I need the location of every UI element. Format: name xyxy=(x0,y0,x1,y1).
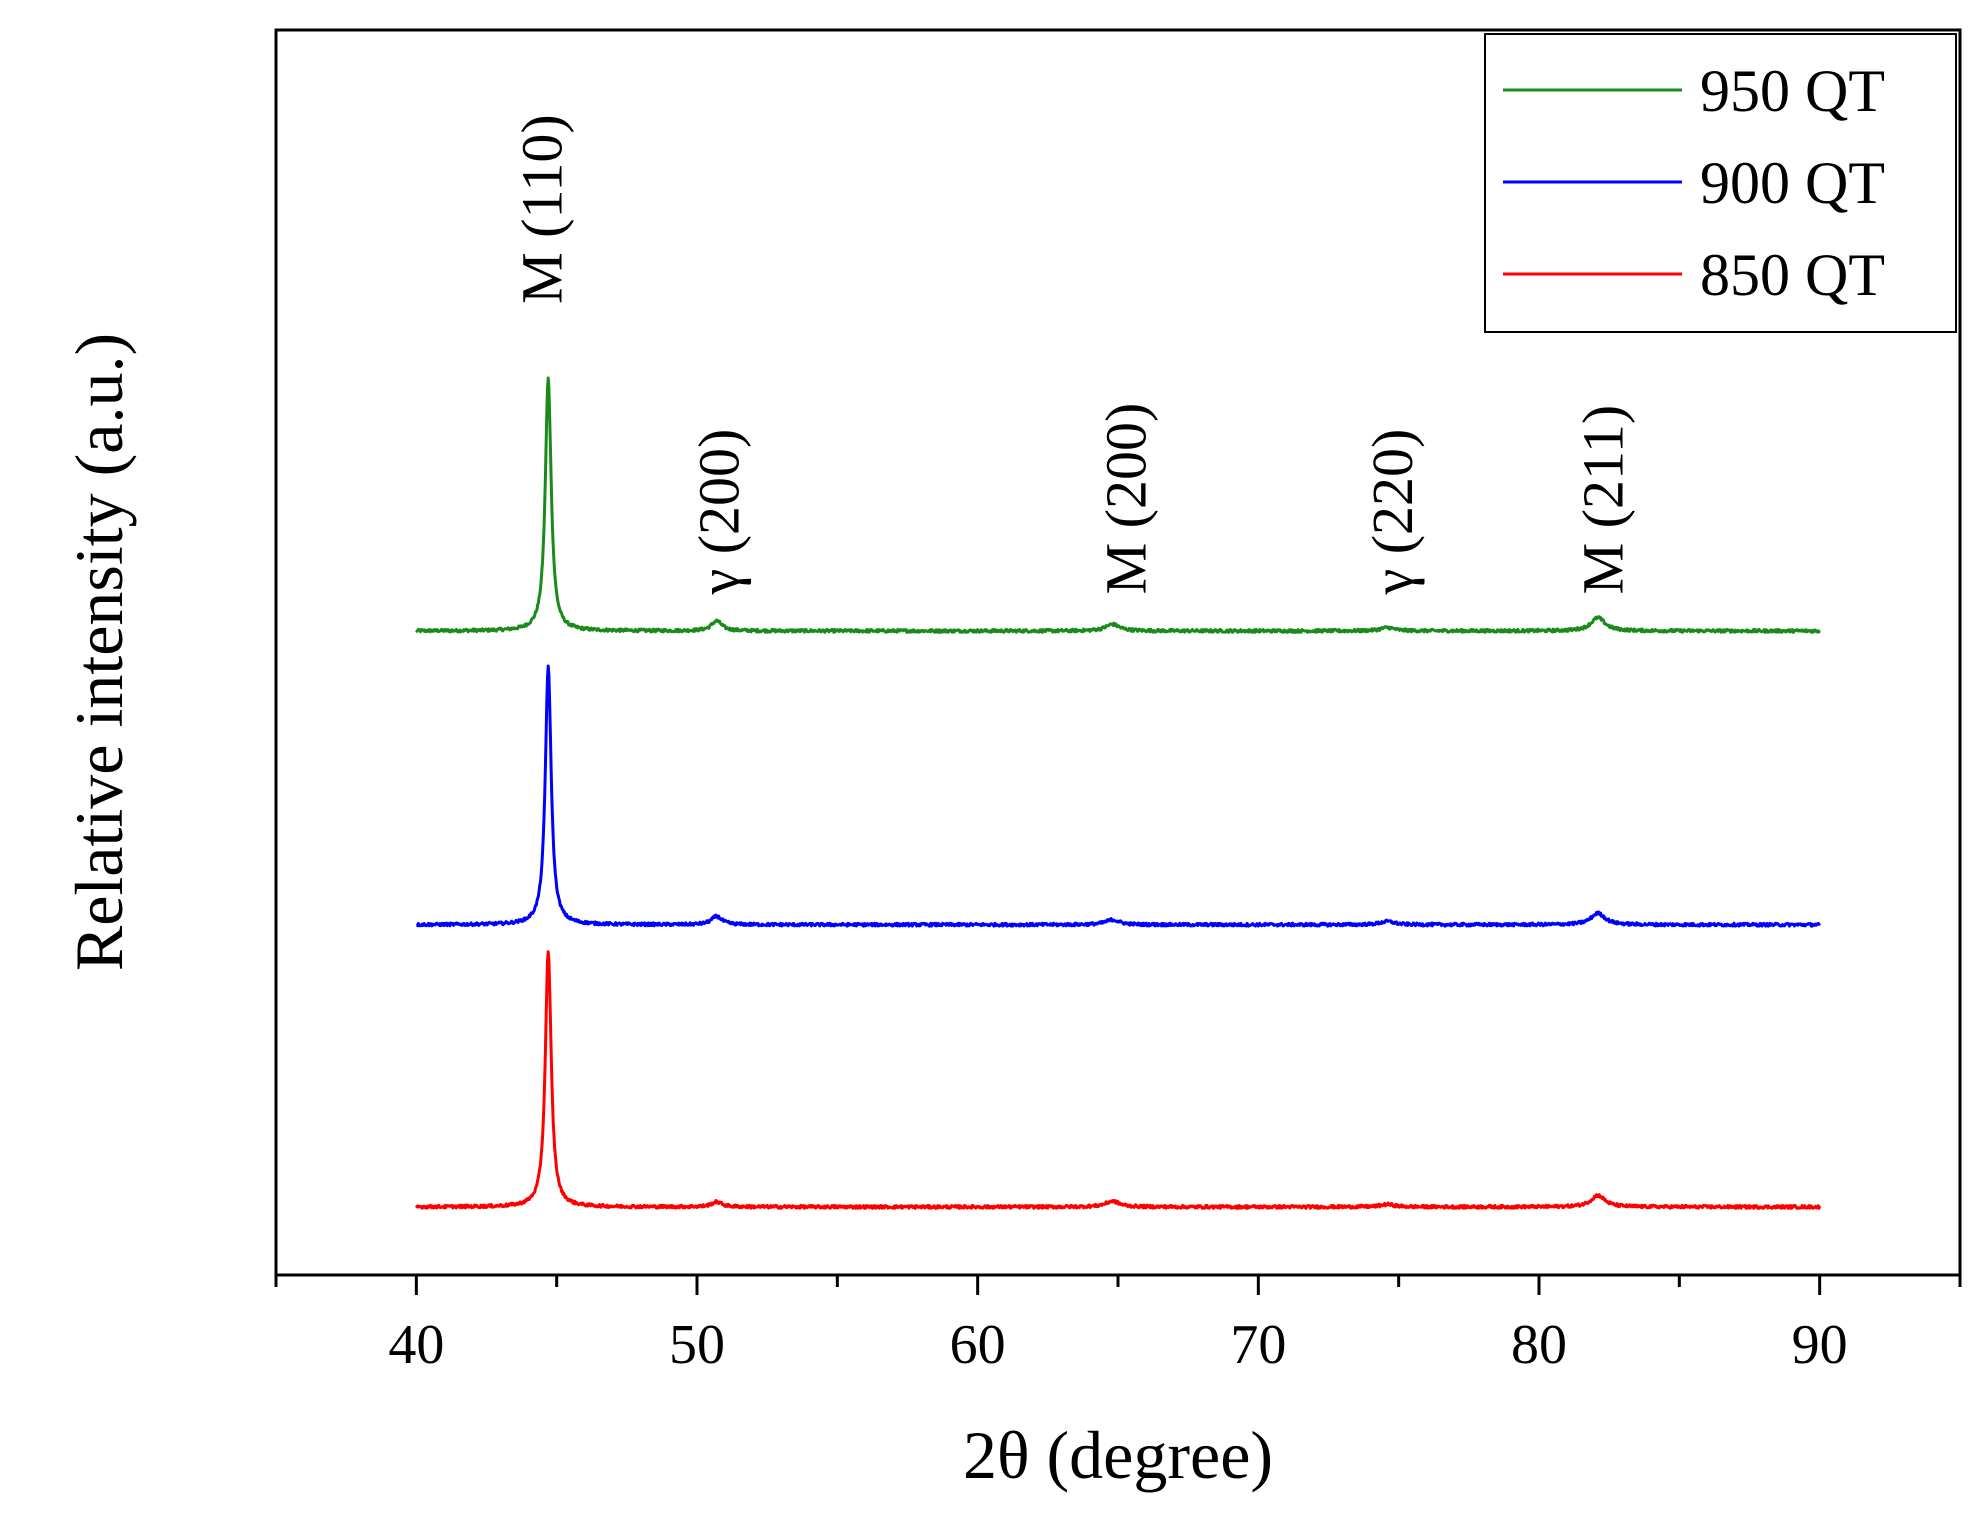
x-axis-title: 2θ (degree) xyxy=(963,1417,1273,1493)
x-tick-label: 40 xyxy=(388,1314,444,1376)
series-layer xyxy=(414,376,1822,1210)
peak-label: M (211) xyxy=(1571,405,1636,595)
legend: 950 QT 900 QT 850 QT xyxy=(1484,33,1957,333)
series-line-900-qt xyxy=(415,664,1821,928)
x-tick-label: 50 xyxy=(669,1314,725,1376)
legend-label: 850 QT xyxy=(1700,242,1885,308)
peak-label: M (110) xyxy=(510,114,575,304)
series-line-950-qt xyxy=(415,376,1821,634)
legend-label: 950 QT xyxy=(1700,58,1885,124)
peak-label: M (200) xyxy=(1093,403,1158,595)
x-tick-label: 80 xyxy=(1511,1314,1567,1376)
x-axis-ticks: 40 50 60 70 80 90 xyxy=(274,1275,1962,1376)
x-tick-label: 60 xyxy=(950,1314,1006,1376)
y-axis-title: Relative intensity (a.u.) xyxy=(61,333,137,971)
legend-label: 900 QT xyxy=(1700,150,1885,216)
x-tick-label: 70 xyxy=(1230,1314,1286,1376)
series-line-850-qt xyxy=(414,950,1822,1210)
peak-label: γ (220) xyxy=(1360,429,1425,596)
peak-annotations: M (110) γ (200) M (200) γ (220) M (211) xyxy=(510,114,1636,595)
peak-label: γ (200) xyxy=(686,429,751,596)
x-tick-label: 90 xyxy=(1792,1314,1848,1376)
